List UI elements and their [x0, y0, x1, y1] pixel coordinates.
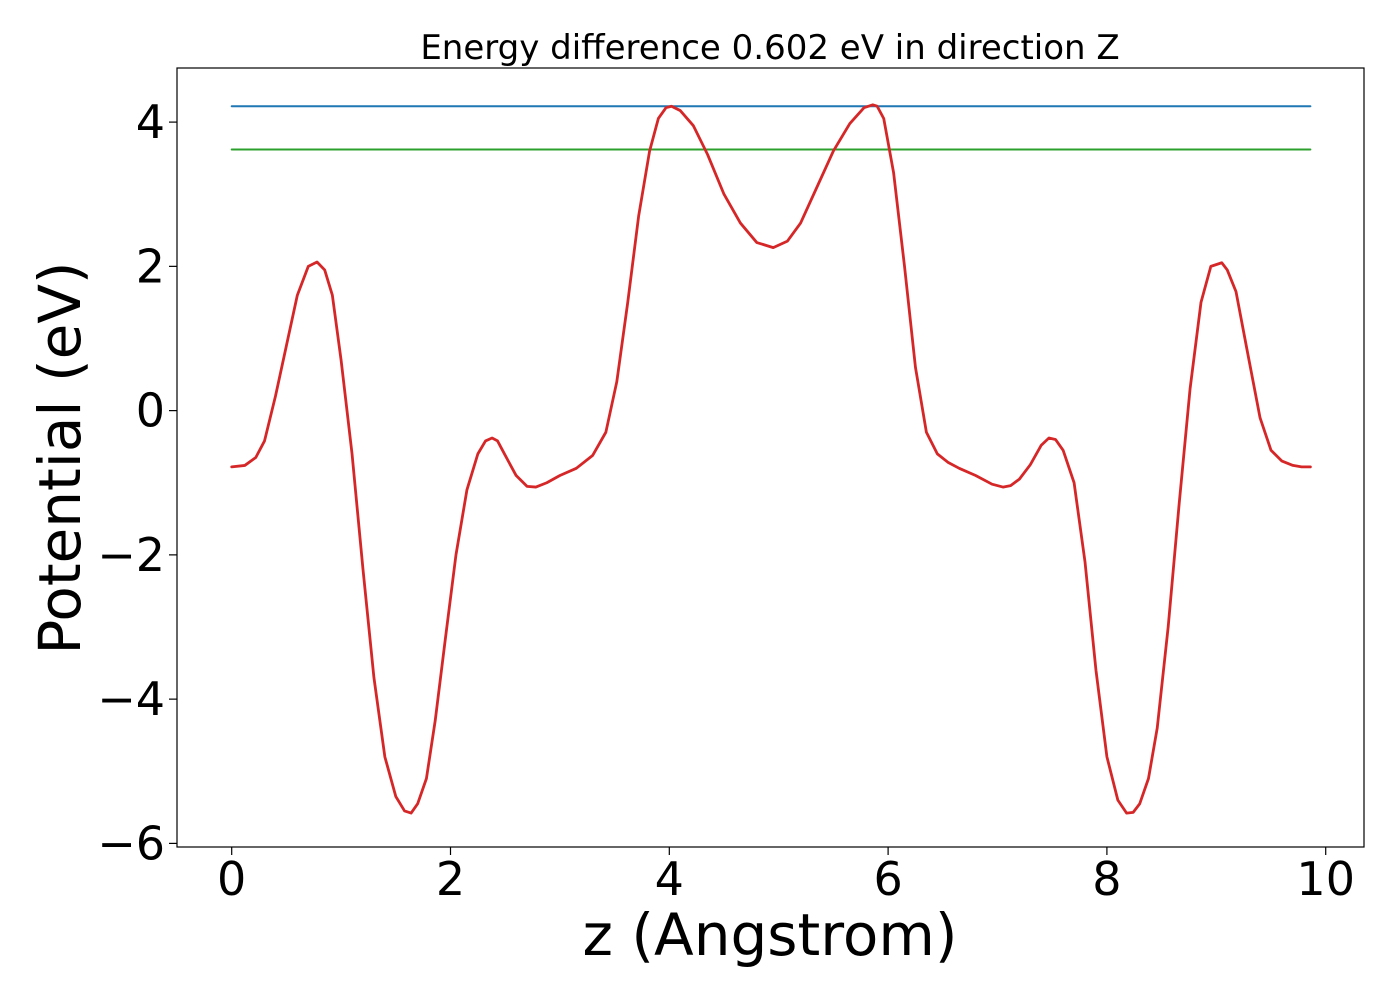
- x-axis-label: z (Angstrom): [583, 901, 958, 969]
- y-tick-label: −4: [97, 672, 165, 726]
- x-tick-label: 4: [655, 852, 684, 906]
- x-tick-label: 6: [873, 852, 902, 906]
- y-tick-label: 0: [136, 384, 165, 438]
- y-tick-label: 4: [136, 95, 165, 149]
- plot-frame: [176, 67, 1365, 848]
- y-tick-label: −6: [97, 816, 165, 870]
- x-axis: 0 2 4 6 8 10: [217, 847, 1355, 906]
- chart-title: Energy difference 0.602 eV in direction …: [420, 28, 1119, 68]
- x-tick-label: 10: [1296, 852, 1355, 906]
- potential-curve: [230, 103, 1312, 815]
- plot-area: [230, 103, 1312, 815]
- y-tick-label: 2: [136, 239, 165, 293]
- x-tick-label: 8: [1092, 852, 1121, 906]
- x-tick-label: 2: [436, 852, 465, 906]
- x-tick-label: 0: [217, 852, 246, 906]
- y-axis-label: Potential (eV): [26, 261, 94, 654]
- y-tick-label: −2: [97, 528, 165, 582]
- y-axis: −6 −4 −2 0 2 4: [97, 95, 177, 870]
